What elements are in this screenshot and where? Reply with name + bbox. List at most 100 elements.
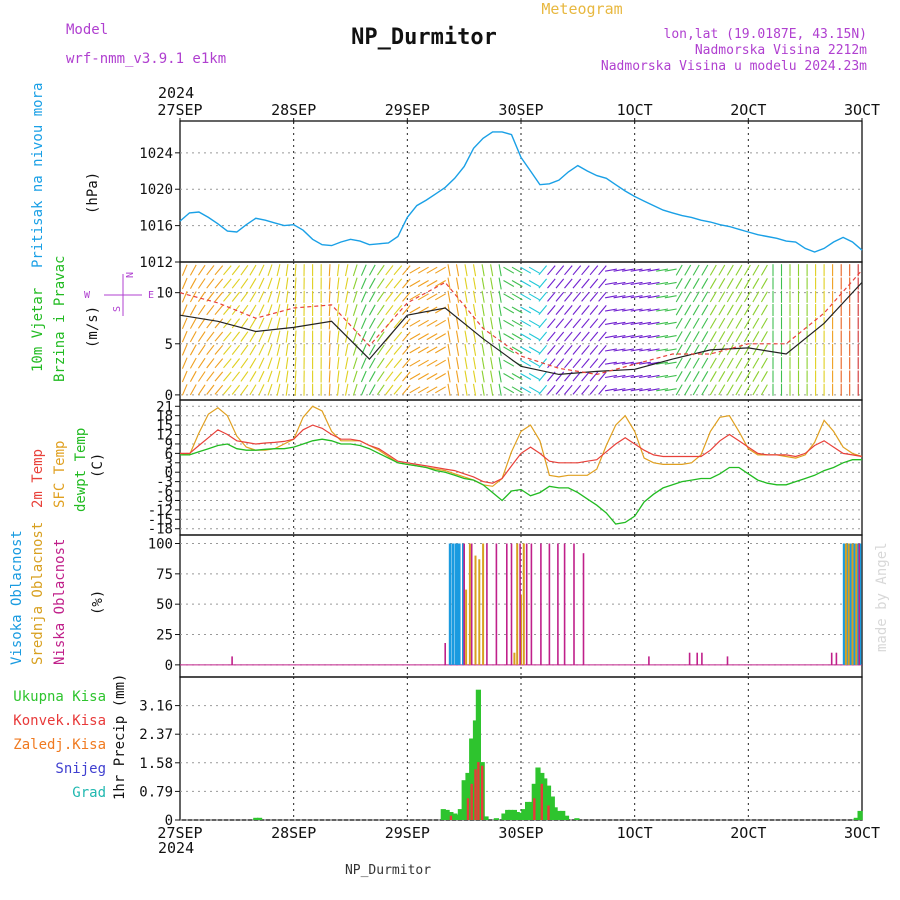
temp-tick-label: 9 <box>165 437 173 453</box>
wind-arrow <box>664 388 677 392</box>
pressure-line <box>179 131 863 253</box>
wind-arrow <box>336 277 340 290</box>
wind-arrow <box>328 264 331 277</box>
wind-arrow <box>393 358 403 369</box>
wind-arrow <box>613 268 626 272</box>
wind-arrow <box>344 370 349 383</box>
wind-arrow <box>735 344 743 356</box>
wind-arrow <box>639 335 652 339</box>
wind-arrow <box>223 331 232 342</box>
wind-arrow <box>709 331 717 343</box>
temp-tick-label: -15 <box>148 512 173 528</box>
wind-arrow <box>181 277 188 290</box>
pressure-unit: (hPa) <box>85 172 101 214</box>
wind-arrow <box>426 319 438 327</box>
wind-arrow <box>613 321 626 325</box>
wind-arrow <box>206 278 215 289</box>
low-cloud-bar <box>830 652 833 665</box>
wind-arrow <box>181 344 188 356</box>
wind-arrow <box>752 278 760 289</box>
temp-tick-label: -12 <box>148 503 173 519</box>
wind-arrow <box>718 291 726 303</box>
wind-arrow <box>249 384 257 396</box>
time-tick-bottom: 2OCT <box>730 824 766 842</box>
wind-arrow <box>701 371 709 382</box>
wind-arrow <box>267 317 273 330</box>
wind-arrow <box>267 383 273 396</box>
total-precip-bar <box>475 689 481 820</box>
time-tick-top: 27SEP <box>157 101 202 119</box>
wind-arrow <box>267 277 273 290</box>
wind-arrow <box>435 333 446 341</box>
wind-arrow <box>385 265 394 276</box>
wind-arrow <box>581 384 590 395</box>
wind-arrow <box>656 321 669 325</box>
wind-arrow <box>189 277 197 289</box>
wind-arrow <box>376 384 385 396</box>
low-cloud-bar <box>557 543 559 665</box>
wind-arrow <box>675 317 683 329</box>
wind-arrow <box>622 335 634 339</box>
wind-arrow <box>564 384 573 395</box>
wind-arrow <box>481 370 485 383</box>
wind-arrow <box>511 306 523 314</box>
wind-arrow <box>344 357 349 370</box>
wind-arrow <box>656 388 669 392</box>
wind-arrow <box>692 384 700 396</box>
pressure-tick-label: 1020 <box>139 182 173 198</box>
wind-arrow <box>258 330 265 343</box>
wind-arrow <box>564 305 573 315</box>
wind-arrow <box>409 266 421 274</box>
wind-arrow <box>528 319 540 327</box>
wind-arrow <box>409 373 421 380</box>
total-precip-bar <box>452 813 458 820</box>
wind-arrow <box>664 321 677 325</box>
wind-arrow <box>735 304 743 316</box>
wind-arrow <box>498 370 502 383</box>
wind-arrow <box>285 264 289 277</box>
precip-legend-item: Grad <box>72 785 106 801</box>
wind-arrow <box>555 384 565 395</box>
wind-arrow <box>376 371 385 382</box>
wind-arrow <box>520 280 532 287</box>
low-cloud-bar <box>582 553 585 665</box>
wind-arrow <box>402 305 411 315</box>
wind-arrow <box>402 344 411 355</box>
wind-arrow <box>490 264 494 277</box>
wind-arrow <box>520 333 532 341</box>
wind-arrow <box>214 344 224 355</box>
wind-arrow <box>402 384 411 395</box>
conv-precip-bar <box>547 805 550 820</box>
wind-arrow <box>647 308 660 312</box>
wind-arrow <box>472 330 477 343</box>
temp-tick-label: -9 <box>156 493 173 509</box>
wind-arrow <box>726 357 734 369</box>
wind-arrow <box>328 330 331 343</box>
wind-arrow <box>630 281 643 286</box>
wind-arrow <box>393 331 403 342</box>
total-precip-bar <box>444 809 450 820</box>
wind-arrow <box>743 278 751 289</box>
precip-legend: Ukupna Kisa Konvek.Kisa Zaledj.Kisa Snijeg G… <box>13 689 106 801</box>
pressure-tick-label: 1016 <box>139 219 173 235</box>
wind-arrow <box>455 343 460 356</box>
wind-arrow <box>664 281 677 286</box>
wind-arrow <box>743 384 751 396</box>
wind-arrow <box>464 343 468 356</box>
wind-arrow <box>435 386 446 394</box>
wind-arrow <box>589 278 599 289</box>
wind-arrow <box>285 290 289 303</box>
wind-arrow <box>718 344 726 356</box>
wind-arrow <box>352 317 358 330</box>
wind-arrow <box>240 264 249 276</box>
wind-arrow <box>181 304 188 316</box>
wind-arrow <box>547 278 556 289</box>
wind-arrow <box>528 386 540 394</box>
wind-arrow <box>285 330 289 343</box>
wind-arrow <box>267 330 273 343</box>
wind-arrow <box>435 293 446 301</box>
wind-arrow <box>189 264 197 276</box>
wind-arrow <box>564 318 573 329</box>
wind-arrow <box>197 264 206 276</box>
precip-tick-label: 0 <box>165 813 173 829</box>
